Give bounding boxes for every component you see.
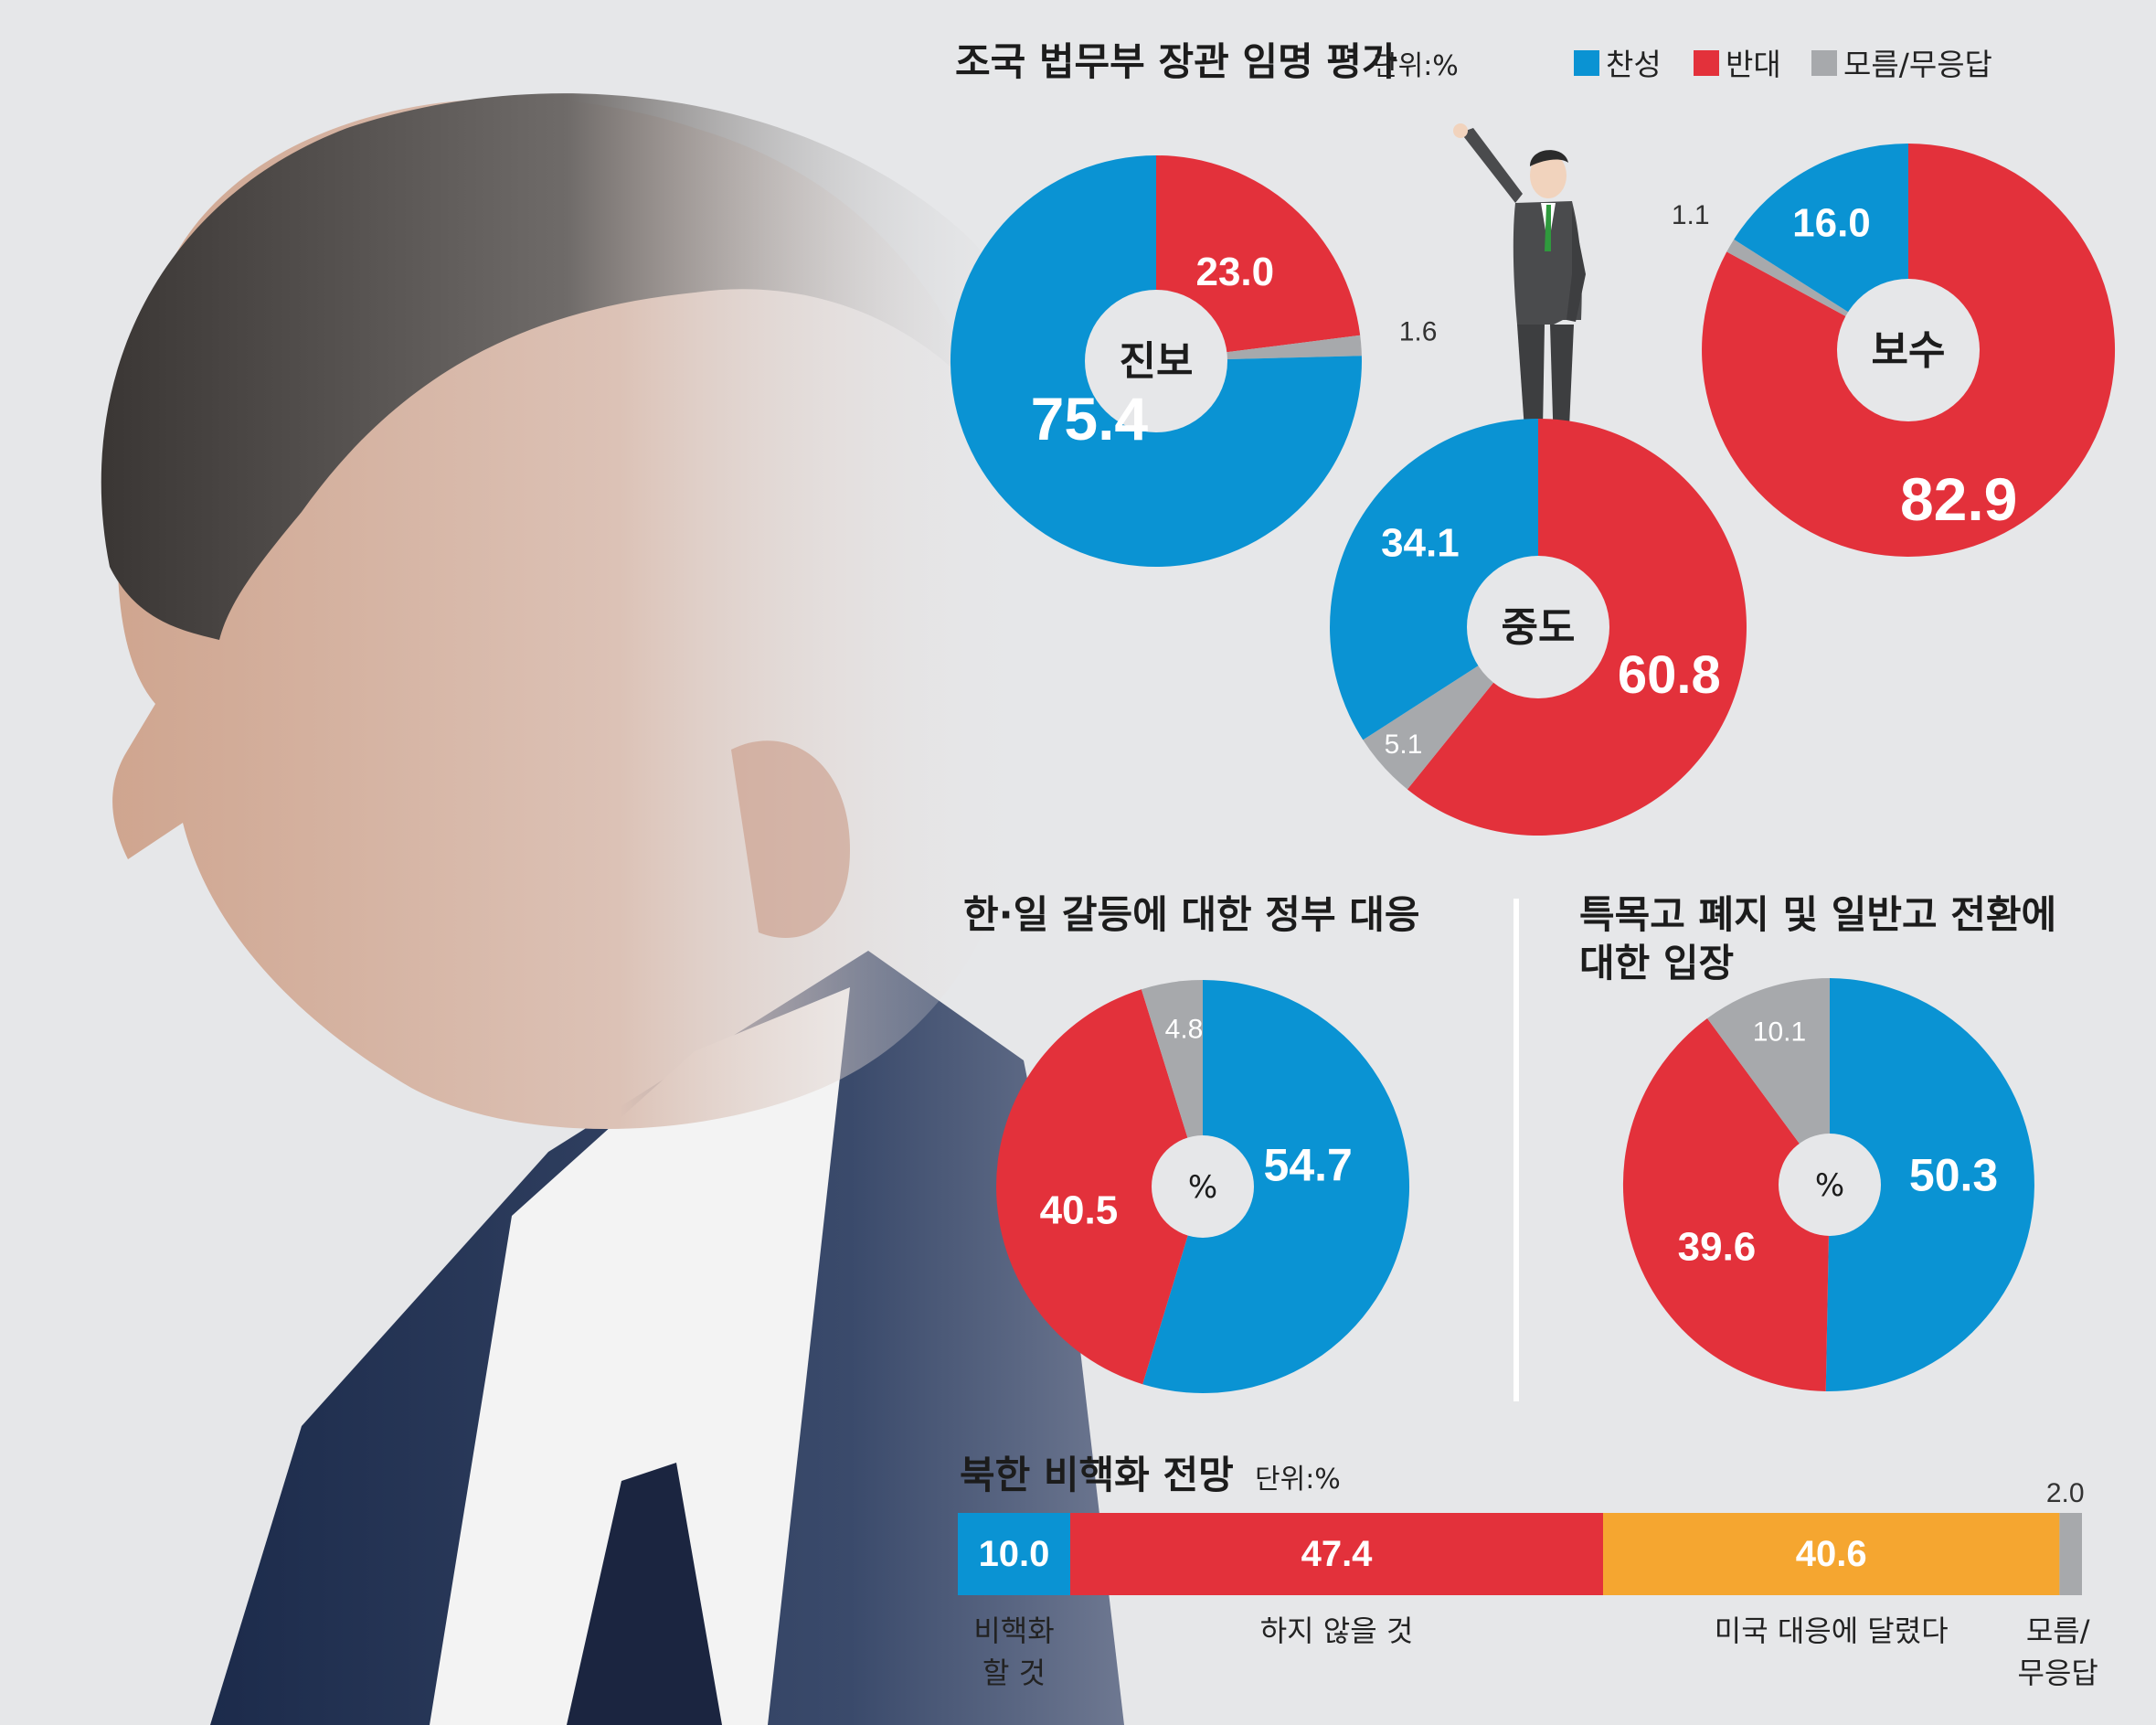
- divider: [1513, 899, 1519, 1401]
- bar-segment: [2059, 1513, 2082, 1595]
- bar-category-label: 비핵화: [973, 1613, 1054, 1648]
- pie-center-label: 보수: [1872, 327, 1946, 374]
- pie-center-label: %: [1815, 1167, 1844, 1204]
- bar-segment: [1603, 1513, 2060, 1595]
- bar-segment: [958, 1513, 1070, 1595]
- pie-center: [1837, 279, 1980, 421]
- chart-title-minister-appointment: 조국 법무부 장관 임명 평가: [955, 39, 1397, 84]
- legend-swatch: [1694, 50, 1719, 76]
- bar-segment: [1070, 1513, 1603, 1595]
- data-label: 82.9: [1900, 465, 2017, 533]
- pie-slice: [996, 989, 1203, 1385]
- chart-unit-label-bar: 단위:%: [1255, 1464, 1341, 1496]
- pie-special-high-school: % 50.3 39.6 10.1: [1622, 978, 2034, 1392]
- pie-center: [1152, 1135, 1254, 1238]
- bar-value-label: 2.0: [2046, 1478, 2085, 1508]
- pie-slice: [1707, 978, 1830, 1185]
- pie-center: [1467, 556, 1609, 698]
- bar-category-label: 무응답: [2018, 1656, 2098, 1690]
- data-label: 10.1: [1753, 1017, 1806, 1048]
- legend: 찬성 반대 모름/무응답: [1574, 47, 1992, 82]
- pie-center: [1085, 290, 1227, 432]
- bar-category-label: 할 것: [982, 1656, 1046, 1690]
- businessman-illustration-icon: [1453, 123, 1586, 461]
- data-label: 60.8: [1618, 645, 1721, 705]
- bar-value-label: 47.4: [1301, 1534, 1374, 1574]
- data-label: 16.0: [1792, 200, 1871, 245]
- chart-title-special-high-school-line2: 대한 입장: [1579, 941, 1734, 985]
- pie-center-label: %: [1188, 1169, 1217, 1206]
- pie-slice: [1825, 978, 2034, 1392]
- legend-swatch: [1574, 50, 1599, 76]
- bar-category-label: 미국 대응에 달렸다: [1715, 1613, 1949, 1648]
- data-label: 4.8: [1165, 1015, 1204, 1045]
- portrait-photo: [101, 93, 1124, 1725]
- pie-center-label: 중도: [1502, 604, 1576, 651]
- bar-value-label: 10.0: [979, 1534, 1050, 1574]
- pie-slice: [1142, 980, 1410, 1393]
- chart-title-korea-japan-conflict: 한·일 갈등에 대한 정부 대응: [963, 892, 1419, 937]
- data-label: 39.6: [1678, 1224, 1757, 1269]
- bar-category-label: 모름/: [2026, 1613, 2090, 1648]
- chart-title-special-high-school-line1: 특목고 폐지 및 일반고 전환에: [1579, 892, 2056, 937]
- legend-label: 모름/무응답: [1843, 47, 1992, 82]
- data-label: 1.6: [1399, 316, 1438, 346]
- bar-value-label: 40.6: [1796, 1534, 1867, 1574]
- data-label: 40.5: [1040, 1187, 1119, 1232]
- legend-label: 반대: [1726, 47, 1781, 82]
- pie-slice: [1141, 980, 1203, 1187]
- pie-center-label: 진보: [1120, 338, 1194, 385]
- pie-center: [1779, 1134, 1881, 1236]
- legend-label: 찬성: [1606, 47, 1662, 82]
- data-label: 50.3: [1909, 1149, 1998, 1200]
- data-label: 75.4: [1031, 385, 1149, 453]
- pie-conservative: 보수 82.9 16.0 1.1: [1672, 144, 2116, 557]
- bottom-pies: % 54.7 40.5 4.8% 50.3 39.6 10.1: [996, 978, 2034, 1393]
- bar-category-label: 하지 않을 것: [1260, 1613, 1414, 1648]
- legend-swatch: [1811, 50, 1837, 76]
- pie-korea-japan: % 54.7 40.5 4.8: [996, 980, 1410, 1393]
- chart-unit-label: 단위:%: [1373, 50, 1459, 82]
- pie-slice: [1156, 155, 1361, 361]
- data-label: 5.1: [1385, 729, 1423, 760]
- chart-title-north-korea-denuclearization: 북한 비핵화 전망: [960, 1453, 1234, 1497]
- data-label: 23.0: [1195, 250, 1274, 294]
- data-label: 1.1: [1672, 200, 1710, 230]
- data-label: 54.7: [1264, 1140, 1353, 1191]
- data-label: 34.1: [1381, 520, 1460, 565]
- pie-moderate: 중도 60.8 34.1 5.1: [1330, 419, 1747, 836]
- pie-slice: [1622, 1018, 1830, 1391]
